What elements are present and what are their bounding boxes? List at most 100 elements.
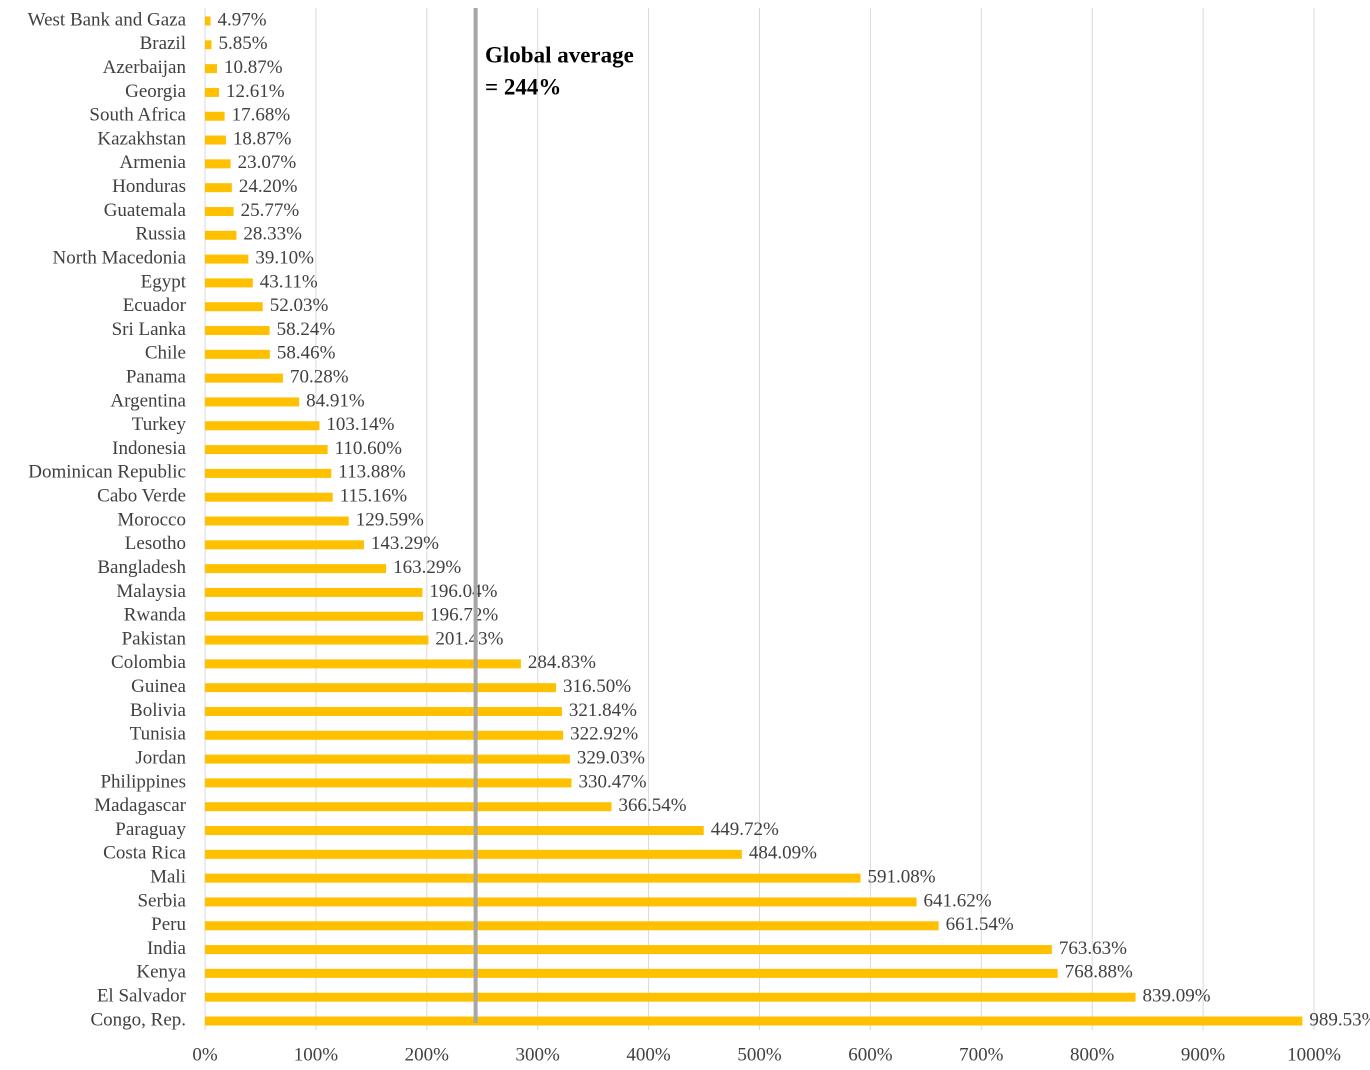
y-tick-label: Armenia xyxy=(120,152,187,173)
value-label: 43.11% xyxy=(260,271,318,292)
y-tick-label: Tunisia xyxy=(130,724,187,745)
x-tick-label: 1000% xyxy=(1287,1044,1341,1065)
value-label: 366.54% xyxy=(618,795,686,816)
x-tick-label: 400% xyxy=(626,1044,671,1065)
y-tick-label: Ecuador xyxy=(123,295,187,316)
y-tick-label: Argentina xyxy=(110,390,186,411)
x-tick-label: 100% xyxy=(294,1044,339,1065)
bar xyxy=(205,587,423,597)
bar xyxy=(205,135,226,145)
y-tick-label: Kenya xyxy=(136,962,186,983)
y-tick-label: Dominican Republic xyxy=(28,462,186,483)
bar xyxy=(205,778,572,788)
y-tick-label: South Africa xyxy=(89,105,186,126)
value-label: 18.87% xyxy=(233,128,292,149)
value-label: 284.83% xyxy=(528,652,596,673)
value-label: 329.03% xyxy=(577,747,645,768)
y-tick-label: India xyxy=(147,938,187,959)
value-label: 449.72% xyxy=(711,819,779,840)
value-label: 322.92% xyxy=(570,724,638,745)
y-tick-label: Honduras xyxy=(112,176,186,197)
bar xyxy=(205,897,917,907)
value-label: 58.24% xyxy=(277,319,336,340)
y-tick-label: El Salvador xyxy=(97,986,187,1007)
y-tick-label: Bangladesh xyxy=(97,557,186,578)
y-tick-label: Guinea xyxy=(131,676,186,697)
y-tick-label: Panama xyxy=(126,367,187,388)
bar xyxy=(205,421,320,431)
x-tick-label: 600% xyxy=(848,1044,893,1065)
y-tick-label: Egypt xyxy=(141,271,187,292)
y-tick-label: Rwanda xyxy=(124,605,187,626)
y-tick-label: Pakistan xyxy=(122,628,187,649)
bar xyxy=(205,1016,1303,1026)
x-tick-label: 0% xyxy=(192,1044,218,1065)
annotation: Global average xyxy=(485,42,634,67)
y-tick-label: Malaysia xyxy=(116,581,186,602)
y-tick-label: North Macedonia xyxy=(53,247,187,268)
bar xyxy=(205,397,300,407)
bar xyxy=(205,445,328,455)
value-label: 115.16% xyxy=(340,486,408,507)
x-tick-label: 800% xyxy=(1070,1044,1115,1065)
bar xyxy=(205,873,861,883)
value-label: 5.85% xyxy=(218,33,267,54)
y-tick-label: Jordan xyxy=(135,747,186,768)
bar xyxy=(205,349,270,359)
value-label: 25.77% xyxy=(241,200,300,221)
y-tick-label: Azerbaijan xyxy=(103,57,187,78)
bar xyxy=(205,278,253,288)
bar xyxy=(205,492,333,502)
y-tick-label: Philippines xyxy=(100,771,186,792)
y-tick-label: Costa Rica xyxy=(103,843,186,864)
value-label: 763.63% xyxy=(1059,938,1127,959)
bar xyxy=(205,111,225,121)
y-tick-label: West Bank and Gaza xyxy=(28,9,187,30)
bar xyxy=(205,302,263,312)
bar xyxy=(205,230,237,240)
value-label: 52.03% xyxy=(270,295,329,316)
x-tick-label: 200% xyxy=(405,1044,450,1065)
value-label: 70.28% xyxy=(290,367,349,388)
value-label: 58.46% xyxy=(277,343,336,364)
annotation: = 244% xyxy=(485,74,561,99)
bar xyxy=(205,206,234,216)
value-label: 28.33% xyxy=(243,224,302,245)
x-tick-label: 900% xyxy=(1181,1044,1226,1065)
y-tick-label: Congo, Rep. xyxy=(90,1009,186,1030)
value-label: 839.09% xyxy=(1143,986,1211,1007)
y-tick-label: Morocco xyxy=(117,509,186,530)
bar xyxy=(205,683,556,693)
value-label: 196.72% xyxy=(430,605,498,626)
value-label: 24.20% xyxy=(239,176,298,197)
bar xyxy=(205,540,364,550)
bar xyxy=(205,373,283,383)
value-label: 641.62% xyxy=(924,890,992,911)
y-tick-label: Brazil xyxy=(140,33,186,54)
bar xyxy=(205,254,249,264)
bar xyxy=(205,468,332,478)
value-label: 23.07% xyxy=(238,152,297,173)
bar xyxy=(205,659,521,669)
y-tick-label: Indonesia xyxy=(112,438,186,459)
value-label: 768.88% xyxy=(1065,962,1133,983)
y-tick-label: Sri Lanka xyxy=(112,319,187,340)
y-tick-label: Paraguay xyxy=(115,819,186,840)
x-tick-label: 500% xyxy=(737,1044,782,1065)
value-label: 143.29% xyxy=(371,533,439,554)
x-tick-label: 300% xyxy=(516,1044,561,1065)
bar xyxy=(205,564,387,574)
y-tick-label: Turkey xyxy=(132,414,187,435)
value-label: 591.08% xyxy=(868,867,936,888)
y-tick-label: Guatemala xyxy=(104,200,187,221)
y-tick-label: Cabo Verde xyxy=(97,486,186,507)
value-label: 321.84% xyxy=(569,700,637,721)
y-tick-label: Peru xyxy=(151,914,186,935)
y-tick-label: Serbia xyxy=(137,890,186,911)
bar xyxy=(205,706,562,716)
value-label: 113.88% xyxy=(338,462,406,483)
y-tick-label: Chile xyxy=(145,343,186,364)
value-label: 196.04% xyxy=(429,581,497,602)
bar xyxy=(205,159,231,169)
